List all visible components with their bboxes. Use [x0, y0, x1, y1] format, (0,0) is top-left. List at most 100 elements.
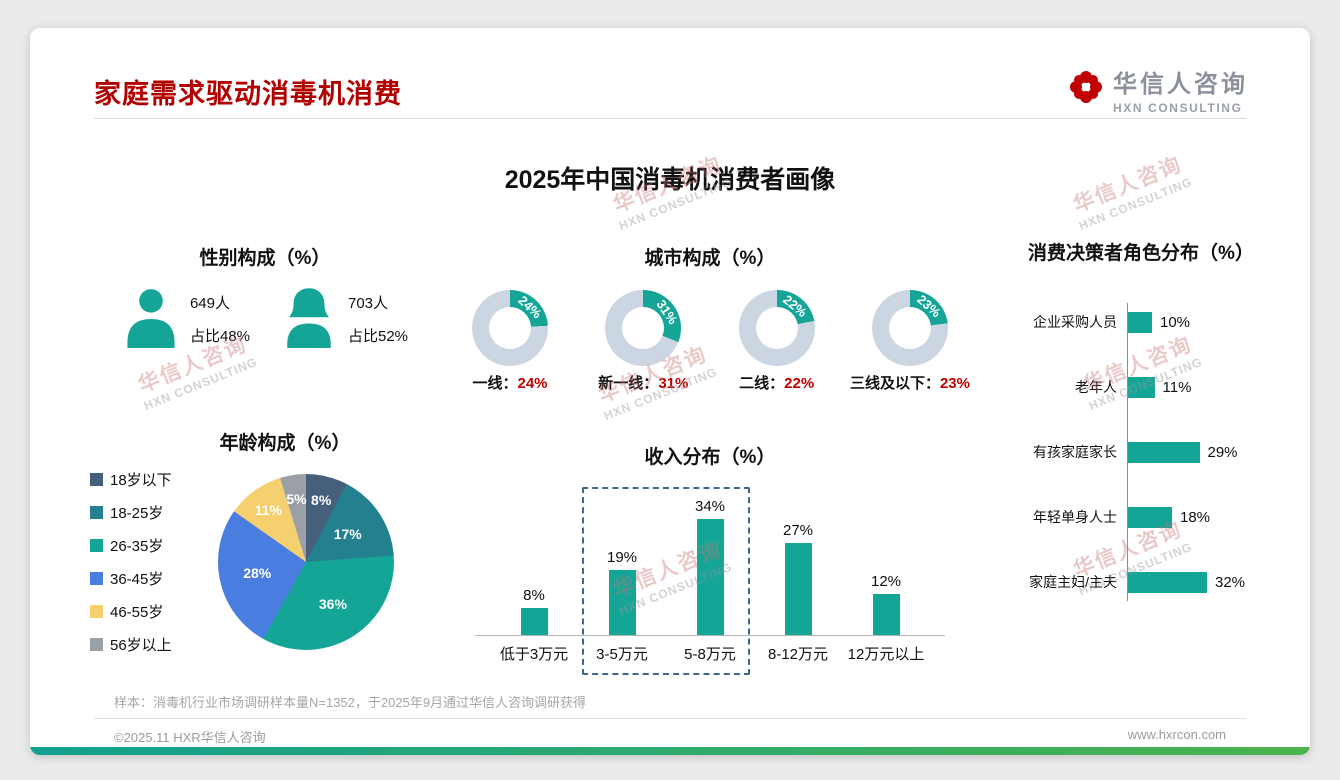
- legend-item: 18岁以下: [90, 469, 190, 490]
- page-title: 家庭需求驱动消毒机消费: [94, 79, 402, 109]
- roles-bar-value: 32%: [1215, 573, 1246, 591]
- pie-slice-label: 28%: [243, 565, 272, 582]
- roles-category-label: 家庭主妇/主夫: [1029, 574, 1117, 590]
- slide-card: 家庭需求驱动消毒机消费 华信人咨询 HXN CONSULTING: [30, 28, 1310, 755]
- chart-main-title: 2025年中国消毒机消费者画像: [504, 166, 836, 194]
- male-share: 占比48%: [189, 328, 250, 345]
- roles-axis-line: [1127, 303, 1128, 601]
- roles-category-label: 企业采购人员: [1033, 314, 1117, 330]
- donut-chart: 24%: [472, 290, 548, 366]
- watermark-text-en: HXN CONSULTING: [141, 354, 260, 414]
- city-caption: 二线：22%: [739, 372, 814, 393]
- legend-label: 36-45岁: [110, 571, 164, 588]
- legend-swatch: [90, 572, 103, 585]
- city-caption: 新一线：31%: [598, 372, 688, 393]
- roles-category-label: 年轻单身人士: [1033, 509, 1117, 525]
- roles-bar: [1127, 441, 1200, 463]
- bottom-accent-strip: [30, 747, 1310, 755]
- gender-section-title: 性别构成（%）: [199, 248, 331, 269]
- female-person-icon: [280, 286, 338, 352]
- gender-row: 649人 占比48% 703人 占比52%: [100, 286, 430, 352]
- legend-label: 18-25岁: [110, 505, 164, 522]
- red-flower-icon: [1069, 70, 1103, 109]
- income-bar-group: 8% 低于3万元: [490, 471, 578, 671]
- income-axis-line: [475, 635, 945, 636]
- roles-row: 家庭主妇/主夫 32%: [985, 571, 1297, 593]
- income-bar: [696, 519, 724, 635]
- brand-text: 华信人咨询 HXN CONSULTING: [1113, 64, 1248, 115]
- roles-section-title: 消费决策者角色分布（%）: [1028, 243, 1254, 264]
- income-bar-value: 19%: [606, 549, 638, 567]
- roles-bar: [1127, 571, 1207, 593]
- city-donut-row: 24% 一线：24% 31% 新一线：31% 22% 二线：22% 23% 三线及以下：23%: [446, 290, 974, 393]
- income-bar-value: 8%: [523, 586, 545, 604]
- donut-chart: 31%: [605, 290, 682, 366]
- age-legend: 18岁以下 18-25岁 26-35岁 36-45岁 46-55岁 56岁以上: [90, 469, 190, 655]
- legend-label: 46-55岁: [110, 604, 164, 621]
- roles-section: 消费决策者角色分布（%） 企业采购人员 10% 老年人 11% 有孩家庭家长 29% 年轻单…: [985, 238, 1297, 601]
- brand-name-en: HXN CONSULTING: [1113, 101, 1243, 115]
- income-bar: [520, 607, 548, 635]
- roles-row: 企业采购人员 10%: [985, 311, 1297, 333]
- city-label: 新一线：: [598, 375, 659, 392]
- legend-swatch: [90, 605, 103, 618]
- female-share: 占比52%: [348, 328, 409, 345]
- gender-unit-male: 649人 占比48%: [122, 286, 250, 352]
- income-bar-value: 34%: [694, 498, 726, 516]
- header-divider: [94, 118, 1246, 119]
- donut-chart: 23%: [871, 290, 948, 366]
- income-section: 收入分布（%） 8% 低于3万元 19% 3-5万元 34% 5-8万元 27% 8-12万元…: [465, 442, 955, 675]
- legend-swatch: [90, 473, 103, 486]
- income-bar-group: 27% 8-12万元: [754, 471, 842, 671]
- city-caption: 一线：24%: [472, 372, 547, 393]
- income-bar-value: 12%: [870, 573, 902, 591]
- legend-swatch: [90, 506, 103, 519]
- legend-item: 18-25岁: [90, 502, 190, 523]
- legend-label: 56岁以上: [110, 637, 172, 654]
- income-bar-group: 12% 12万元以上: [842, 471, 930, 671]
- roles-row: 老年人 11%: [985, 376, 1297, 398]
- copyright-text: ©2025.11 HXR华信人咨询: [114, 730, 266, 745]
- city-value: 22%: [784, 375, 815, 392]
- roles-bar-value: 10%: [1160, 313, 1191, 331]
- legend-item: 36-45岁: [90, 568, 190, 589]
- age-section-title: 年龄构成（%）: [219, 433, 351, 454]
- roles-bar-value: 29%: [1207, 443, 1238, 461]
- city-value: 23%: [939, 375, 970, 392]
- city-value: 31%: [658, 375, 689, 392]
- pie-slice-label: 5%: [286, 490, 307, 507]
- city-label: 三线及以下：: [849, 375, 940, 392]
- pie-slice-label: 36%: [318, 596, 347, 613]
- female-count: 703人: [348, 295, 389, 312]
- income-category-label: 8-12万元: [767, 645, 829, 663]
- city-label: 二线：: [739, 375, 785, 392]
- roles-bar: [1127, 311, 1152, 333]
- roles-bar-value: 18%: [1180, 508, 1211, 526]
- age-pie: 8% 17% 36% 28% 11% 5%: [218, 474, 394, 650]
- male-count: 649人: [189, 295, 230, 312]
- city-section: 城市构成（%） 24% 一线：24% 31% 新一线：31% 22% 二线：22% 23% 三…: [446, 243, 974, 393]
- city-donut-unit: 23% 三线及以下：23%: [846, 290, 974, 393]
- income-chart: 8% 低于3万元 19% 3-5万元 34% 5-8万元 27% 8-12万元 12% 12万元以…: [465, 471, 955, 675]
- donut-hole: [622, 307, 665, 349]
- income-bar-group: 19% 3-5万元: [578, 471, 666, 671]
- legend-item: 26-35岁: [90, 535, 190, 556]
- roles-chart: 企业采购人员 10% 老年人 11% 有孩家庭家长 29% 年轻单身人士 18% 家庭主妇/主夫…: [985, 303, 1297, 601]
- gender-unit-female: 703人 占比52%: [280, 286, 408, 352]
- brand-name-cn: 华信人咨询: [1113, 71, 1248, 98]
- donut-chart: 22%: [738, 290, 815, 366]
- roles-category-label: 有孩家庭家长: [1033, 444, 1117, 460]
- age-pie-circle: [218, 474, 394, 650]
- income-highlight-box: [582, 487, 750, 675]
- income-bar: [872, 594, 900, 635]
- city-donut-unit: 22% 二线：22%: [713, 290, 841, 393]
- income-category-label: 5-8万元: [684, 645, 736, 663]
- income-section-title: 收入分布（%）: [644, 447, 776, 468]
- roles-bar-value: 11%: [1162, 378, 1192, 396]
- city-label: 一线：: [472, 375, 518, 392]
- donut-hole: [489, 307, 531, 349]
- gender-female-texts: 703人 占比52%: [348, 292, 408, 346]
- income-bar-group: 34% 5-8万元: [666, 471, 754, 671]
- roles-category-label: 老年人: [1075, 379, 1117, 395]
- income-bar-value: 27%: [782, 522, 814, 540]
